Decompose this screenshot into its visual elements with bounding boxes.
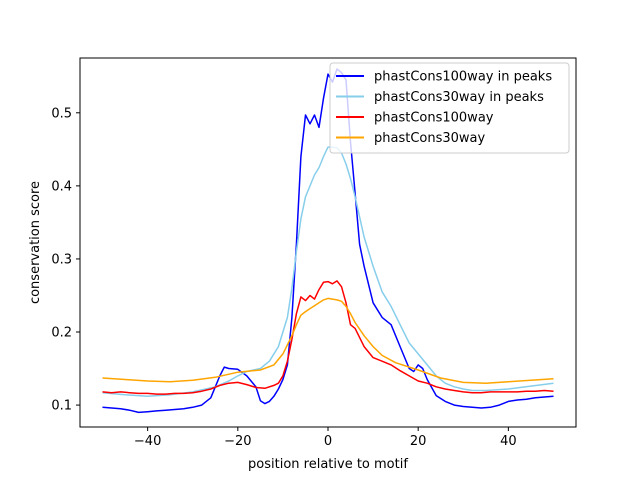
x-tick-label: 20 — [410, 434, 427, 449]
y-tick-label: 0.4 — [51, 179, 72, 194]
legend-label: phastCons100way in peaks — [374, 70, 552, 85]
legend-label: phastCons100way — [374, 111, 494, 126]
x-tick-label: 40 — [500, 434, 517, 449]
x-axis-ticks: −40 −20 0 20 40 — [134, 427, 517, 449]
y-tick-label: 0.5 — [51, 106, 72, 121]
y-tick-label: 0.3 — [51, 252, 72, 267]
legend: phastCons100way in peaks phastCons30way i… — [329, 62, 570, 154]
series-line-3 — [102, 280, 554, 395]
y-tick-label: 0.1 — [51, 399, 72, 414]
legend-label: phastCons30way in peaks — [374, 90, 544, 105]
y-axis-label: conservation score — [28, 181, 43, 304]
y-axis-ticks: 0.1 0.2 0.3 0.4 0.5 — [51, 106, 80, 414]
y-tick-label: 0.2 — [51, 326, 72, 341]
x-axis-label: position relative to motif — [248, 457, 408, 472]
x-tick-label: −40 — [134, 434, 161, 449]
series-line-4 — [102, 297, 554, 384]
legend-box — [329, 62, 570, 154]
x-tick-label: 0 — [324, 434, 332, 449]
x-tick-label: −20 — [224, 434, 251, 449]
series-line-1 — [102, 68, 554, 414]
legend-label: phastCons30way — [374, 131, 486, 146]
